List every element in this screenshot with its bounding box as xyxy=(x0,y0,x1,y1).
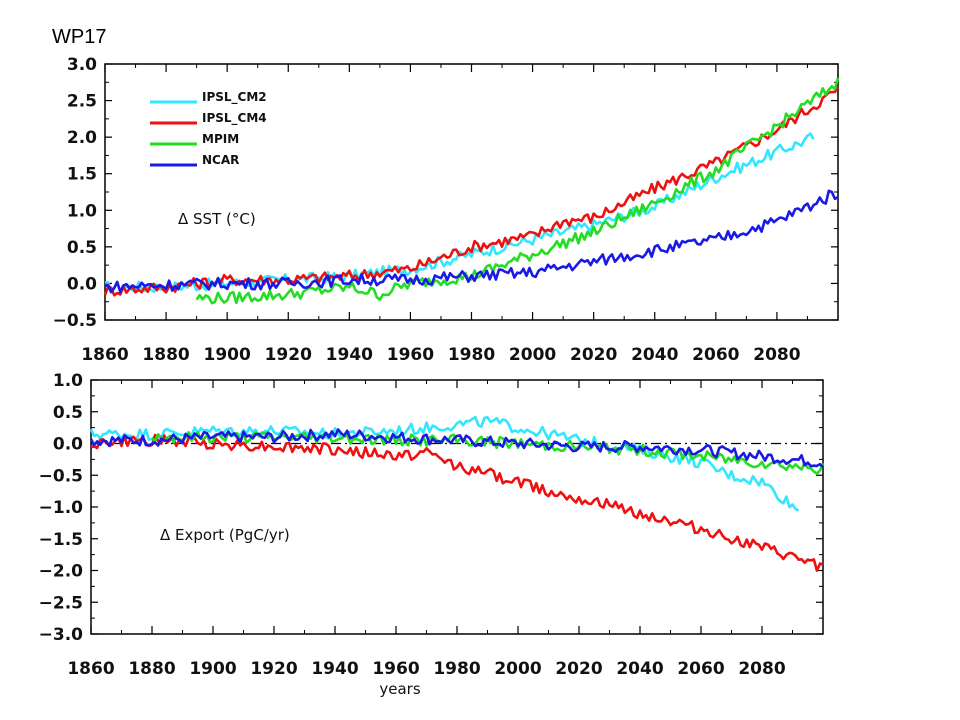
y-tick-label: 2.0 xyxy=(67,128,97,148)
legend-label: IPSL_CM2 xyxy=(202,90,267,105)
x-tick-label: 1880 xyxy=(128,659,175,679)
x-tick-label: 2040 xyxy=(616,659,663,679)
x-tick-label: 2020 xyxy=(555,659,602,679)
series-line-ipsl-cm4 xyxy=(103,86,840,297)
series-line-ncar xyxy=(104,189,839,294)
legend-label: MPIM xyxy=(202,132,239,146)
series-line-ncar xyxy=(89,428,824,468)
legend-label: NCAR xyxy=(202,153,239,167)
x-tick-label: 1860 xyxy=(67,659,114,679)
y-tick-label: 1.0 xyxy=(67,201,97,221)
x-tick-label: 2080 xyxy=(738,659,785,679)
y-tick-label: 3.0 xyxy=(67,55,97,75)
legend-label: IPSL_CM4 xyxy=(202,111,267,126)
x-tick-label: 1960 xyxy=(387,345,434,365)
x-tick-label: 1940 xyxy=(311,659,358,679)
series-line-mpim xyxy=(151,430,825,476)
x-tick-label: 1860 xyxy=(81,345,128,365)
y-tick-label: 0.5 xyxy=(67,238,97,258)
y-tick-label: −2.5 xyxy=(39,593,83,613)
plot-frame xyxy=(90,379,824,635)
x-tick-label: 1980 xyxy=(433,659,480,679)
x-tick-label: 2020 xyxy=(570,345,617,365)
y-tick-label: −3.0 xyxy=(39,625,84,645)
y-tick-label: −0.5 xyxy=(53,311,97,331)
y-tick-label: −1.5 xyxy=(39,530,83,550)
y-tick-label: 1.0 xyxy=(53,371,83,391)
series-line-ipsl-cm2 xyxy=(89,415,800,512)
y-tick-label: −1.0 xyxy=(39,498,84,518)
panel-annotation: Δ SST (°C) xyxy=(178,210,256,228)
x-axis-label: years xyxy=(379,680,420,698)
x-tick-label: 1940 xyxy=(326,345,373,365)
x-tick-label: 2080 xyxy=(753,345,800,365)
y-tick-label: 0.0 xyxy=(67,274,97,294)
x-tick-label: 1900 xyxy=(204,345,251,365)
x-tick-label: 2040 xyxy=(631,345,678,365)
x-tick-label: 1880 xyxy=(142,345,189,365)
x-tick-label: 2000 xyxy=(494,659,541,679)
x-tick-label: 1960 xyxy=(372,659,419,679)
y-tick-label: −2.0 xyxy=(39,562,84,582)
y-tick-label: 1.5 xyxy=(67,165,97,185)
series-line-ipsl-cm4 xyxy=(90,433,824,572)
series-line-ipsl-cm2 xyxy=(104,132,815,294)
sst-panel: −0.5 0.0 0.5 1.0 1.5 2.0 2.5 3.0 1860 1880 1900 192… xyxy=(53,55,840,365)
x-tick-label: 1900 xyxy=(189,659,236,679)
x-tick-label: 1980 xyxy=(448,345,495,365)
x-tick-label: 2060 xyxy=(692,345,739,365)
y-tick-label: −0.5 xyxy=(39,466,83,486)
export-panel: −3.0 −2.5 −2.0 −1.5 −1.0 −0.5 0.0 0.5 1.0 1860 188… xyxy=(39,371,825,698)
y-tick-label: 0.5 xyxy=(53,403,83,423)
y-tick-label: 0.0 xyxy=(53,435,83,455)
panel-annotation: Δ Export (PgC/yr) xyxy=(160,526,290,544)
x-tick-label: 2060 xyxy=(677,659,724,679)
y-tick-label: 2.5 xyxy=(67,92,97,112)
x-tick-label: 1920 xyxy=(265,345,312,365)
slide-title: WP17 xyxy=(52,26,107,48)
x-tick-label: 1920 xyxy=(250,659,297,679)
series-line-mpim xyxy=(195,77,840,305)
x-tick-label: 2000 xyxy=(509,345,556,365)
